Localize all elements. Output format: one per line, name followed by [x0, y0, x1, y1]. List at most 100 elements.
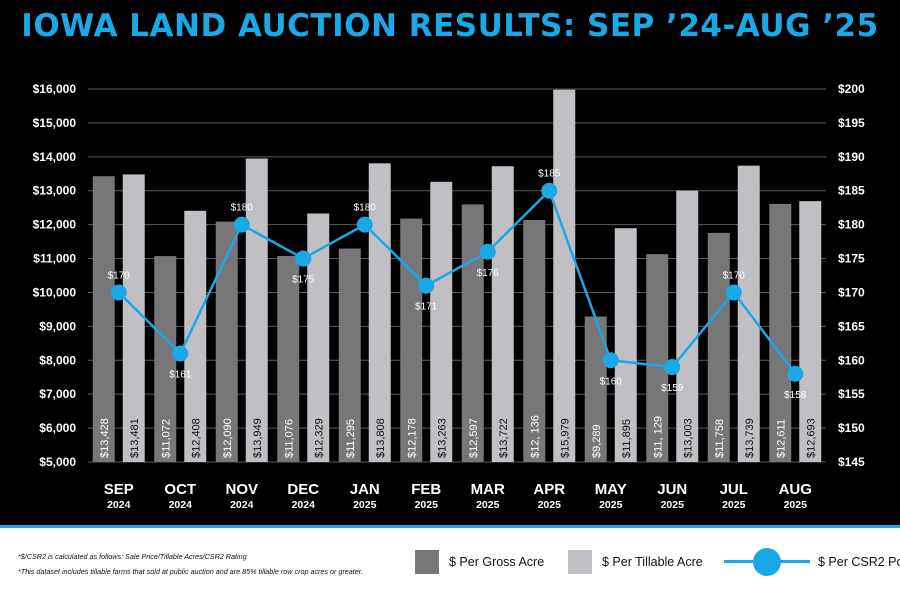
point-label-csr2: $159 [661, 383, 684, 394]
bar-label-gross: $11,072 [160, 419, 172, 458]
legend-label-csr2: $ Per CSR2 Point [818, 555, 900, 569]
line-csr2 [117, 188, 797, 375]
bar-gross [769, 203, 792, 462]
point-csr2 [110, 284, 127, 301]
bar-label-tillable: $13,003 [682, 418, 694, 458]
bar-label-tillable: $12,408 [190, 418, 202, 458]
x-tick-month: JUN [657, 481, 687, 498]
point-label-csr2: $176 [477, 268, 500, 279]
bar-gross [400, 218, 423, 462]
bar-tillable [491, 166, 514, 462]
x-tick-year: 2025 [661, 499, 685, 511]
x-tick-year: 2024 [292, 499, 316, 511]
bar-tillable [553, 89, 576, 462]
legend-label-tillable: $ Per Tillable Acre [602, 555, 703, 569]
bar-tillable [122, 174, 145, 463]
bar-tillable [245, 158, 268, 462]
x-tick-month: OCT [164, 481, 196, 498]
point-csr2 [233, 216, 250, 233]
x-tick-month: JUL [720, 481, 748, 498]
bar-tillable [430, 181, 453, 462]
point-csr2 [418, 277, 435, 294]
x-tick-year: 2025 [538, 499, 562, 511]
bar-tillable [307, 213, 330, 462]
bar-gross [338, 248, 361, 462]
right-tick-label: $175 [838, 252, 865, 266]
right-tick-label: $190 [838, 150, 865, 164]
legend-swatch-gross [415, 550, 439, 574]
x-tick-month: FEB [411, 481, 441, 498]
bar-label-tillable: $15,979 [559, 418, 571, 458]
x-tick-year: 2025 [784, 499, 808, 511]
point-csr2 [664, 359, 681, 376]
left-tick-label: $10,000 [33, 285, 77, 299]
right-tick-label: $160 [838, 353, 865, 367]
right-tick-label: $145 [838, 455, 865, 469]
left-tick-label: $12,000 [33, 218, 77, 232]
bar-label-tillable: $12,693 [805, 418, 817, 458]
point-csr2 [787, 365, 804, 382]
bar-label-tillable: $13,481 [129, 418, 141, 458]
legend-item-csr2: $ Per CSR2 Point [724, 548, 900, 576]
bar-gross [461, 204, 484, 462]
bar-label-gross: $9,289 [591, 424, 603, 458]
footer-divider [0, 525, 900, 528]
footnote-csr2: *$/CSR2 is calculated as follows: Sale P… [18, 552, 247, 561]
x-tick-month: AUG [779, 481, 812, 498]
bar-tillable [799, 201, 822, 462]
point-csr2 [295, 250, 312, 267]
legend-item-gross: $ Per Gross Acre [415, 548, 544, 576]
chart-title: IOWA LAND AUCTION RESULTS: SEP ’24-AUG ’… [21, 8, 879, 44]
left-tick-label: $13,000 [33, 184, 77, 198]
x-tick-month: NOV [225, 481, 258, 498]
chart-plot: $5,000 $6,000 $7,000 $8,000 $9,000 $10,000 $11… [33, 82, 865, 511]
footnote-dataset: *This dataset includes tillable farms th… [18, 567, 363, 576]
x-tick-month: JAN [350, 481, 380, 498]
point-label-csr2: $170 [723, 270, 746, 281]
point-label-csr2: $160 [600, 376, 623, 387]
left-tick-label: $6,000 [39, 421, 76, 435]
point-csr2 [541, 182, 558, 199]
bar-gross [646, 254, 669, 462]
bar-gross [584, 316, 607, 462]
right-tick-label: $165 [838, 319, 865, 333]
x-tick-month: APR [533, 481, 565, 498]
point-label-csr2: $170 [108, 270, 131, 281]
bar-gross [215, 221, 238, 462]
bar-label-gross: $11, 129 [652, 416, 664, 458]
bar-label-tillable: $13,263 [436, 418, 448, 458]
x-tick-month: SEP [104, 481, 134, 498]
point-csr2 [356, 216, 373, 233]
bar-label-gross: $11,295 [345, 419, 357, 458]
right-tick-label: $150 [838, 421, 865, 435]
bar-tillable [614, 228, 637, 462]
bar-label-gross: $12,178 [406, 418, 418, 458]
bar-gross [92, 176, 115, 463]
left-tick-label: $5,000 [39, 455, 76, 469]
point-csr2 [725, 284, 742, 301]
bar-tillable [676, 190, 699, 462]
x-tick-year: 2024 [230, 499, 254, 511]
right-tick-label: $155 [838, 387, 865, 401]
x-tick-year: 2024 [107, 499, 131, 511]
bar-label-gross: $12,090 [222, 418, 234, 458]
point-label-csr2: $180 [354, 203, 377, 214]
right-tick-label: $200 [838, 82, 865, 96]
bar-tillable [184, 210, 207, 462]
x-tick-year: 2025 [476, 499, 500, 511]
left-tick-label: $15,000 [33, 116, 77, 130]
bar-label-tillable: $13,808 [375, 418, 387, 458]
right-tick-label: $170 [838, 285, 865, 299]
x-tick-month: DEC [287, 481, 319, 498]
bar-label-gross: $11,076 [283, 419, 295, 458]
bar-gross [277, 255, 300, 462]
bar-label-tillable: $11,895 [621, 419, 633, 458]
right-tick-label: $185 [838, 184, 865, 198]
point-csr2 [602, 352, 619, 369]
legend-label-gross: $ Per Gross Acre [449, 555, 545, 569]
left-tick-label: $11,000 [33, 252, 76, 266]
x-tick-year: 2025 [722, 499, 746, 511]
footer: *$/CSR2 is calculated as follows: Sale P… [0, 528, 900, 600]
bar-label-gross: $12,611 [775, 419, 787, 458]
bar-label-gross: $13,428 [99, 418, 111, 458]
